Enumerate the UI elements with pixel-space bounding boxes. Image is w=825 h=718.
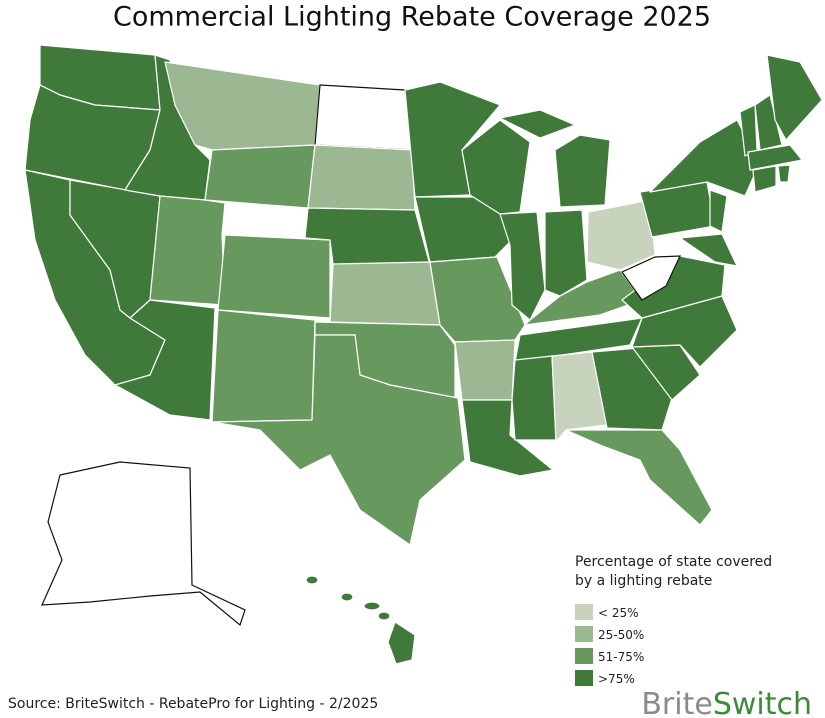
state <box>307 144 416 211</box>
logo: BriteSwitch <box>641 687 812 718</box>
state <box>114 299 216 421</box>
state <box>554 134 611 208</box>
legend-label: 25-50% <box>598 628 644 642</box>
state <box>621 255 681 301</box>
state <box>766 54 823 141</box>
states <box>24 44 823 665</box>
state <box>461 119 531 215</box>
state <box>551 351 608 443</box>
state <box>777 164 791 183</box>
state <box>514 317 643 363</box>
logo-part: Switch <box>713 687 812 718</box>
state <box>752 165 777 193</box>
state <box>329 261 441 326</box>
state <box>363 601 381 611</box>
legend-swatch <box>575 670 593 686</box>
state <box>754 94 783 151</box>
legend-title: by a lighting rebate <box>575 573 712 589</box>
state <box>149 195 226 306</box>
state <box>340 592 354 602</box>
state <box>747 144 803 171</box>
state <box>387 621 416 665</box>
state <box>211 334 466 546</box>
legend-label: < 25% <box>598 606 639 620</box>
state <box>454 339 516 401</box>
legend-label: >75% <box>598 672 635 686</box>
state <box>211 309 316 423</box>
legend-swatch <box>575 626 593 642</box>
legend-swatch <box>575 604 593 620</box>
state <box>586 199 656 271</box>
state <box>377 611 391 621</box>
legend-title: Percentage of state covered <box>575 554 772 570</box>
state <box>499 109 576 139</box>
source: Source: BriteSwitch - RebatePro for Ligh… <box>8 696 378 712</box>
state <box>204 144 316 209</box>
state <box>41 461 246 627</box>
map-title: Commercial Lighting Rebate Coverage 2025 <box>113 2 711 33</box>
legend: < 25% 25-50% 51-75% >75% <box>575 604 644 686</box>
logo-part: Brite <box>641 687 712 718</box>
state <box>544 209 588 297</box>
state <box>511 355 557 441</box>
legend-label: 51-75% <box>598 650 644 664</box>
state <box>314 84 413 151</box>
state <box>217 234 331 319</box>
state <box>679 233 738 267</box>
state <box>565 429 713 526</box>
state <box>305 575 319 585</box>
state <box>709 189 728 233</box>
legend-swatch <box>575 648 593 664</box>
